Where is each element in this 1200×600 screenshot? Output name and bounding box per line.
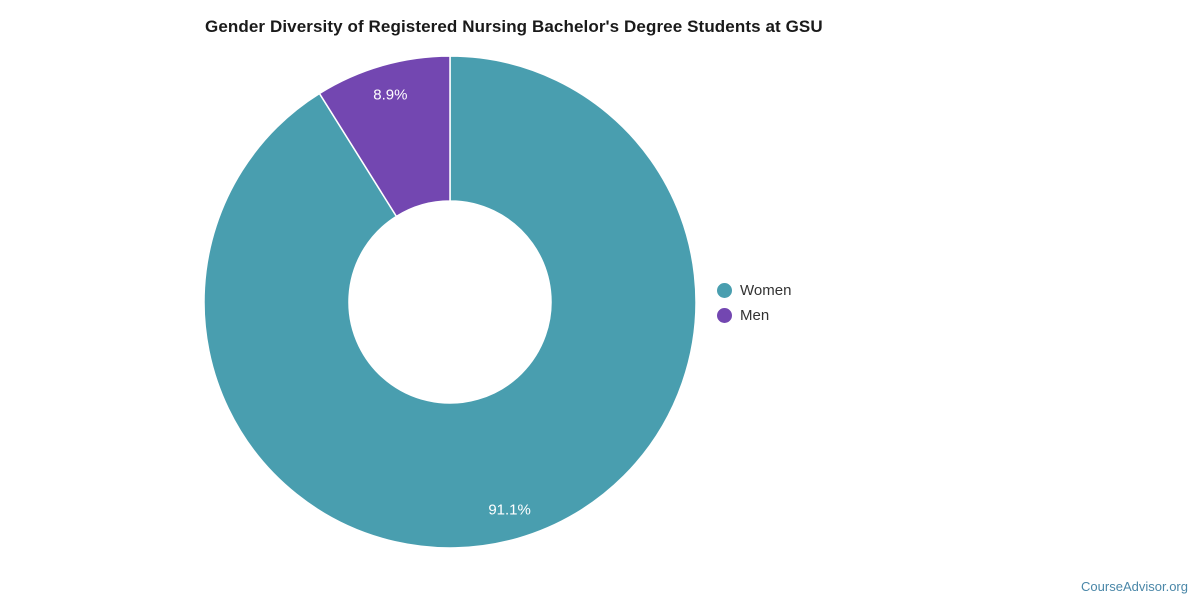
legend-item-women[interactable]: Women xyxy=(717,278,791,303)
legend-label-women: Women xyxy=(740,282,792,299)
legend-label-men: Men xyxy=(740,307,770,324)
legend-item-men[interactable]: Men xyxy=(717,303,791,328)
slice-label-men: 8.9% xyxy=(373,86,407,103)
pie-slice-men[interactable] xyxy=(318,55,451,218)
slice-label-women: 91.1% xyxy=(488,502,531,519)
pie-slice-women[interactable] xyxy=(203,55,697,549)
chart-title: Gender Diversity of Registered Nursing B… xyxy=(205,17,823,36)
attribution-link[interactable]: CourseAdvisor.org xyxy=(1081,579,1188,594)
legend: Women Men xyxy=(717,278,791,328)
legend-marker-men-icon xyxy=(717,308,732,323)
legend-marker-women-icon xyxy=(717,283,732,298)
